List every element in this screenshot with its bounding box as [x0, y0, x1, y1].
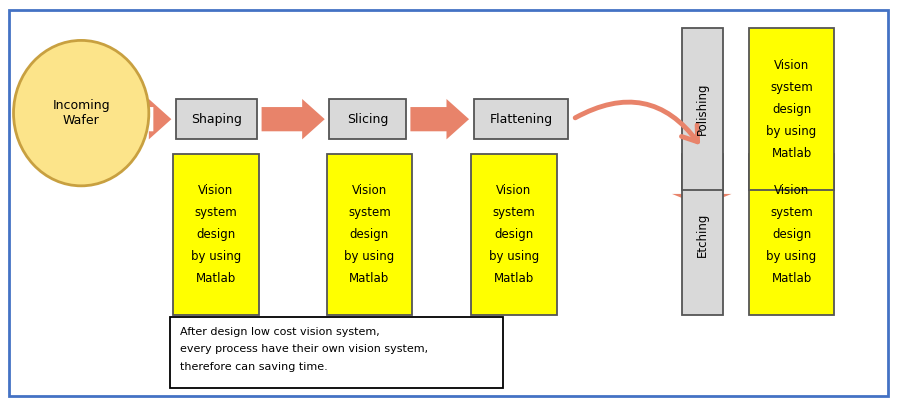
- Text: Vision
system
design
by using
Matlab: Vision system design by using Matlab: [767, 184, 816, 285]
- FancyBboxPatch shape: [682, 154, 723, 315]
- Text: Vision
system
design
by using
Matlab: Vision system design by using Matlab: [767, 59, 816, 160]
- FancyBboxPatch shape: [471, 154, 557, 315]
- Polygon shape: [672, 194, 732, 206]
- Ellipse shape: [14, 40, 149, 186]
- Text: Polishing: Polishing: [695, 83, 709, 135]
- Text: After design low cost vision system,
every process have their own vision system,: After design low cost vision system, eve…: [180, 327, 428, 372]
- FancyBboxPatch shape: [176, 99, 257, 139]
- FancyBboxPatch shape: [682, 28, 723, 190]
- Text: Etching: Etching: [695, 212, 709, 257]
- Text: Vision
system
design
by using
Matlab: Vision system design by using Matlab: [489, 184, 538, 285]
- FancyBboxPatch shape: [474, 99, 568, 139]
- FancyBboxPatch shape: [749, 154, 834, 315]
- Polygon shape: [262, 99, 325, 139]
- FancyBboxPatch shape: [9, 10, 888, 396]
- FancyBboxPatch shape: [173, 154, 259, 315]
- Text: Slicing: Slicing: [347, 113, 388, 126]
- FancyArrowPatch shape: [575, 102, 697, 142]
- FancyBboxPatch shape: [749, 28, 834, 190]
- Text: Flattening: Flattening: [490, 113, 552, 126]
- Polygon shape: [410, 99, 469, 139]
- FancyBboxPatch shape: [327, 154, 412, 315]
- Text: Incoming
Wafer: Incoming Wafer: [52, 99, 110, 127]
- FancyBboxPatch shape: [329, 99, 406, 139]
- Polygon shape: [149, 99, 171, 139]
- FancyBboxPatch shape: [170, 317, 503, 388]
- Text: Vision
system
design
by using
Matlab: Vision system design by using Matlab: [345, 184, 394, 285]
- Text: Vision
system
design
by using
Matlab: Vision system design by using Matlab: [191, 184, 241, 285]
- Text: Shaping: Shaping: [191, 113, 242, 126]
